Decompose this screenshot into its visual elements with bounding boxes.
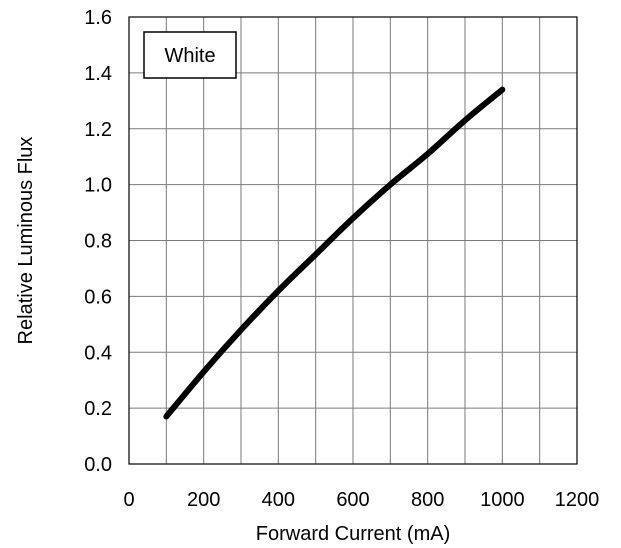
y-tick-label: 1.0 [84,175,112,197]
legend: White [143,31,237,79]
y-tick-label: 0.2 [84,398,112,420]
series-line [163,86,506,420]
series-layer [163,86,506,420]
grid [129,17,577,464]
x-tick-label: 200 [187,489,220,511]
y-tick-label: 0.4 [84,342,112,364]
x-tick-labels: 0 200 400 600 800 1000 1200 [123,489,599,511]
y-tick-labels: 0.0 0.2 0.4 0.6 0.8 1.0 1.2 1.4 1.6 [84,7,112,476]
legend-box [143,31,237,79]
x-tick-label: 0 [123,489,134,511]
y-tick-label: 1.6 [84,7,112,29]
x-tick-label: 600 [336,489,369,511]
y-axis-label: Relative Luminous Flux [15,137,37,345]
y-tick-label: 0.8 [84,231,112,253]
y-tick-label: 0.6 [84,286,112,308]
x-axis-label: Forward Current (mA) [256,523,450,545]
x-tick-label: 1000 [480,489,525,511]
x-tick-label: 1200 [555,489,600,511]
plot-frame [128,16,578,465]
x-tick-label: 800 [411,489,444,511]
legend-label: White [164,45,215,67]
y-tick-label: 0.0 [84,454,112,476]
y-tick-label: 1.2 [84,119,112,141]
x-tick-label: 400 [262,489,295,511]
y-tick-label: 1.4 [84,63,112,85]
